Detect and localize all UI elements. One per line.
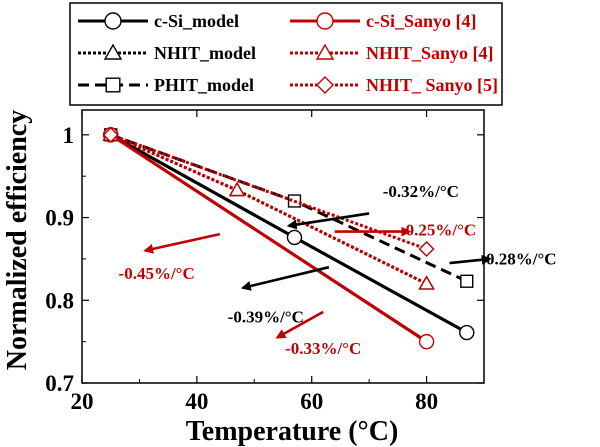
data-point — [418, 333, 435, 350]
legend-entry: c-Si_model — [78, 11, 239, 31]
legend-marker — [316, 12, 334, 30]
y-axis-label: Normalized efficiency — [2, 110, 33, 370]
annotation-label: -0.33%/°C — [285, 339, 361, 358]
legend-label: NHIT_model — [154, 43, 256, 63]
legend-entry: NHIT_ Sanyo [5] — [290, 75, 498, 95]
data-point — [228, 181, 246, 197]
data-point — [286, 229, 303, 246]
y-tick-label: 0.8 — [45, 288, 74, 313]
data-point — [460, 274, 474, 288]
x-tick-label: 60 — [300, 389, 323, 414]
legend-entry: c-Si_Sanyo [4] — [290, 11, 477, 31]
legend-entry: NHIT_model — [78, 43, 256, 63]
legend-marker — [103, 43, 123, 60]
y-tick-label: 0.9 — [45, 206, 74, 231]
legend: c-Si_model NHIT_model PHIT_model c-Si_Sanyo… — [69, 2, 503, 106]
annotation-label: -0.45%/°C — [119, 264, 195, 283]
data-point — [102, 126, 119, 143]
annotation-label: -0.28%/°C — [480, 250, 556, 269]
plot-frame — [81, 109, 485, 384]
legend-label: c-Si_model — [154, 11, 239, 31]
annotation-arrow — [143, 232, 221, 254]
legend-entry: PHIT_model — [78, 75, 254, 95]
legend-label: NHIT_ Sanyo [5] — [366, 75, 498, 95]
annotation-arrow — [275, 310, 324, 339]
axes: Temperature (°C) Normalized efficiency 2… — [2, 109, 485, 447]
annotation-label: -0.39%/°C — [228, 308, 304, 327]
annotation-arrow — [286, 212, 370, 230]
legend-marker — [105, 77, 121, 93]
series-line — [110, 133, 428, 286]
legend-marker — [316, 76, 334, 94]
x-tick-label: 40 — [185, 389, 208, 414]
annotation-arrow — [449, 254, 492, 265]
x-axis-label: Temperature (°C) — [186, 416, 399, 447]
y-tick-label: 0.7 — [45, 371, 74, 396]
series-line — [110, 133, 428, 251]
annotation-label: -0.32%/°C — [383, 182, 459, 201]
annotations: -0.32%/°C -0.25%/°C-0.28%/°C -0.45%/°C -0.3… — [119, 182, 557, 358]
data-point — [418, 240, 435, 257]
data-point — [418, 275, 435, 290]
annotation-label: -0.25%/°C — [400, 221, 476, 240]
legend-label: PHIT_model — [154, 75, 254, 95]
legend-marker — [104, 12, 122, 30]
y-tick-label: 1 — [63, 123, 75, 148]
legend-label: NHIT_Sanyo [4] — [366, 43, 494, 63]
legend-label: c-Si_Sanyo [4] — [366, 11, 477, 31]
data-point — [459, 324, 475, 341]
legend-entry: NHIT_Sanyo [4] — [290, 43, 494, 63]
annotation-arrow — [240, 265, 330, 291]
x-tick-label: 20 — [71, 389, 94, 414]
x-tick-label: 80 — [415, 389, 438, 414]
series-line — [109, 133, 428, 343]
legend-marker — [315, 43, 335, 60]
series-nhit-sanyo-5- — [102, 126, 435, 257]
plot-area — [102, 126, 475, 350]
